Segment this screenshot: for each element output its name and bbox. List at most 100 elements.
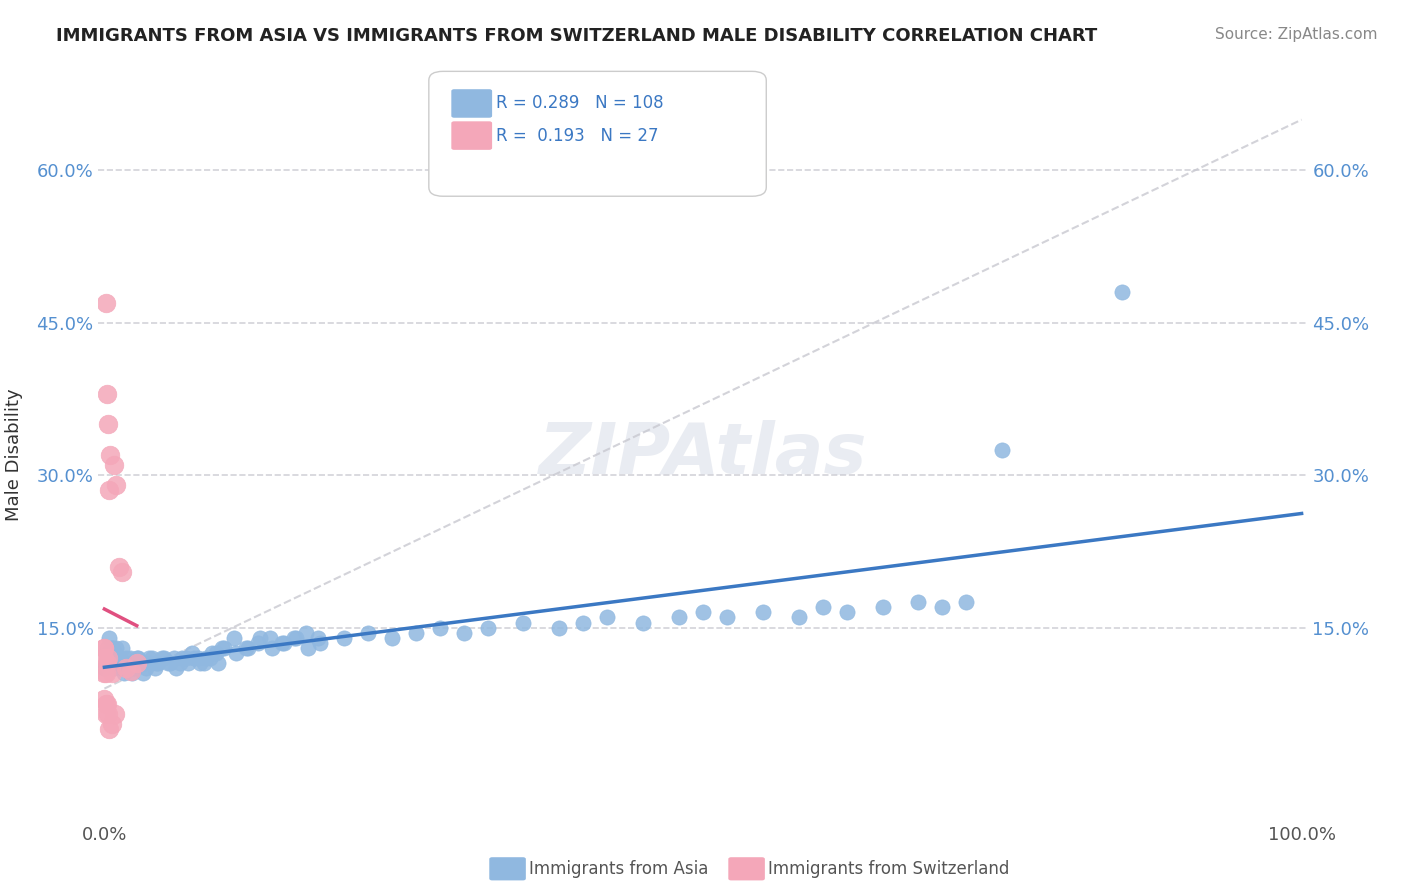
Point [307, 631, 329, 645]
Point [94, 666, 117, 681]
Point [115, 661, 138, 675]
Point [97, 646, 120, 660]
Point [259, 631, 281, 645]
Point [212, 640, 235, 655]
Point [93, 691, 115, 706]
Point [187, 651, 209, 665]
Point [752, 606, 775, 620]
Point [135, 661, 157, 675]
Point [294, 625, 316, 640]
Text: IMMIGRANTS FROM ASIA VS IMMIGRANTS FROM SWITZERLAND MALE DISABILITY CORRELATION : IMMIGRANTS FROM ASIA VS IMMIGRANTS FROM … [56, 27, 1098, 45]
Point [222, 631, 245, 645]
Point [453, 625, 475, 640]
Point [125, 656, 148, 670]
Point [188, 656, 211, 670]
Point [207, 656, 229, 670]
Point [835, 606, 858, 620]
Point [112, 666, 135, 681]
Point [692, 606, 714, 620]
Point [283, 631, 305, 645]
Point [357, 625, 380, 640]
Point [100, 640, 122, 655]
Point [100, 656, 122, 670]
Point [115, 656, 138, 670]
Point [125, 651, 148, 665]
Point [236, 640, 259, 655]
Point [124, 661, 146, 675]
Point [108, 651, 131, 665]
Text: R = 0.289   N = 108: R = 0.289 N = 108 [496, 94, 664, 112]
Point [129, 656, 152, 670]
Point [107, 559, 129, 574]
Text: Immigrants from Asia: Immigrants from Asia [529, 860, 709, 878]
Point [174, 651, 197, 665]
Point [107, 651, 129, 665]
Point [93, 651, 115, 665]
Point [101, 651, 124, 665]
Point [103, 661, 125, 675]
Point [98, 483, 121, 498]
Point [270, 636, 292, 650]
Point [198, 651, 221, 665]
Point [381, 631, 404, 645]
Point [811, 600, 834, 615]
Point [100, 640, 122, 655]
Point [120, 665, 142, 679]
Point [93, 661, 115, 675]
Text: R =  0.193   N = 27: R = 0.193 N = 27 [496, 127, 659, 145]
Point [94, 295, 117, 310]
Point [104, 656, 127, 670]
Point [139, 656, 162, 670]
Point [211, 640, 233, 655]
Point [631, 615, 654, 630]
Point [104, 706, 127, 721]
Point [249, 631, 271, 645]
Point [787, 610, 810, 624]
Point [141, 651, 163, 665]
Point [169, 656, 191, 670]
Point [96, 651, 118, 665]
Point [195, 651, 218, 665]
Point [97, 651, 120, 665]
Point [120, 656, 142, 670]
Point [177, 656, 200, 670]
Point [429, 621, 451, 635]
Point [111, 661, 134, 675]
Point [143, 661, 166, 675]
Point [118, 651, 141, 665]
Point [96, 697, 118, 711]
Point [235, 640, 257, 655]
Point [159, 656, 181, 670]
Point [107, 656, 129, 670]
Point [145, 656, 167, 670]
Point [596, 610, 619, 624]
Point [907, 595, 929, 609]
Point [96, 640, 118, 655]
Point [100, 448, 122, 462]
Point [172, 651, 194, 665]
Point [132, 666, 155, 681]
Point [98, 723, 121, 737]
Point [115, 651, 138, 665]
Point [183, 651, 205, 665]
Point [105, 478, 128, 492]
Point [512, 615, 534, 630]
Point [94, 706, 117, 721]
Y-axis label: Male Disability: Male Disability [4, 389, 22, 521]
Point [114, 656, 136, 670]
Point [93, 640, 115, 655]
Point [716, 610, 738, 624]
Point [103, 458, 125, 472]
Point [100, 666, 122, 681]
Point [405, 625, 427, 640]
Point [100, 717, 122, 731]
Point [127, 651, 149, 665]
Point [572, 615, 595, 630]
Point [111, 640, 134, 655]
Point [122, 661, 145, 675]
Point [96, 387, 118, 401]
Point [180, 646, 202, 660]
Text: Immigrants from Switzerland: Immigrants from Switzerland [768, 860, 1010, 878]
Point [201, 646, 224, 660]
Point [100, 651, 122, 665]
